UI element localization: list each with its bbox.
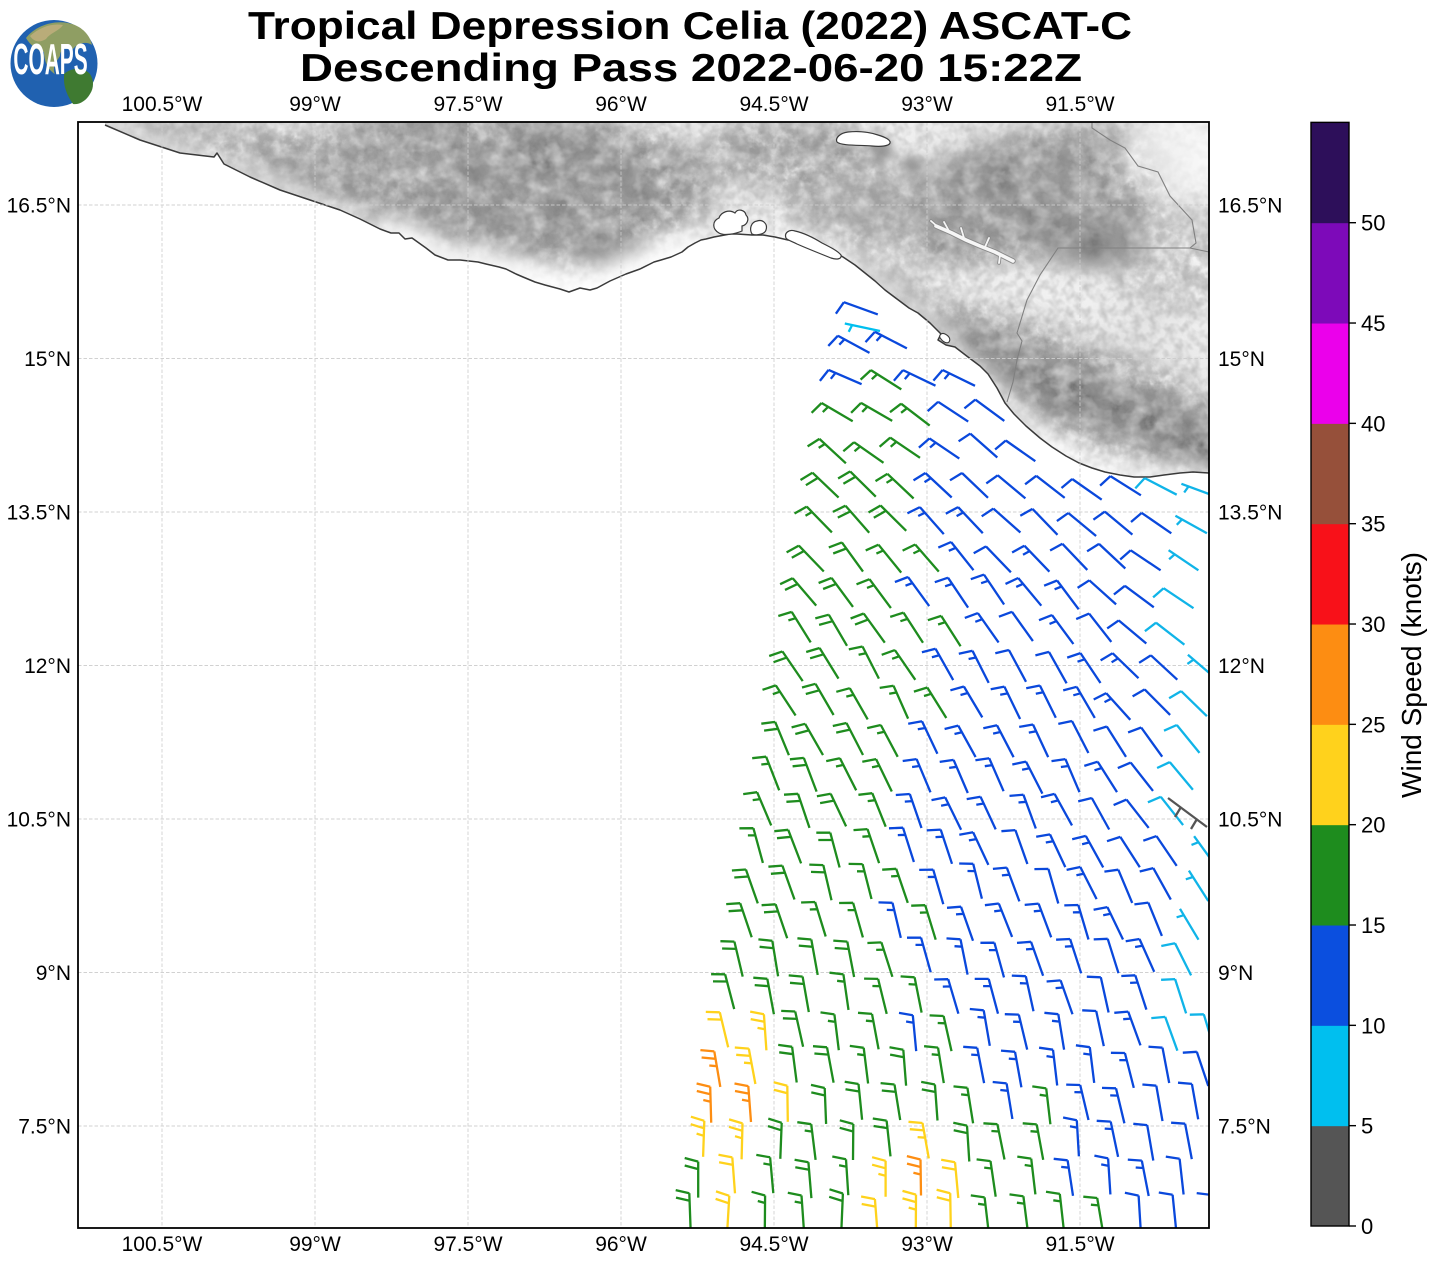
svg-text:12°N: 12°N: [1218, 655, 1265, 678]
svg-text:99°W: 99°W: [289, 93, 341, 116]
svg-text:15°N: 15°N: [1218, 348, 1265, 371]
svg-text:40: 40: [1361, 411, 1385, 436]
svg-text:9°N: 9°N: [1218, 962, 1253, 985]
svg-text:15: 15: [1361, 913, 1385, 938]
svg-text:COAPS: COAPS: [13, 35, 87, 84]
svg-text:5: 5: [1361, 1114, 1373, 1139]
svg-text:35: 35: [1361, 512, 1385, 537]
svg-text:30: 30: [1361, 612, 1385, 637]
svg-text:93°W: 93°W: [901, 93, 953, 116]
svg-text:13.5°N: 13.5°N: [7, 502, 71, 525]
svg-text:10: 10: [1361, 1013, 1385, 1038]
svg-text:Descending Pass 2022-06-20 15:: Descending Pass 2022-06-20 15:22Z: [300, 47, 1082, 90]
svg-text:15°N: 15°N: [24, 348, 71, 371]
svg-text:10.5°N: 10.5°N: [1218, 809, 1282, 832]
svg-text:96°W: 96°W: [595, 1233, 647, 1256]
svg-text:20: 20: [1361, 813, 1385, 838]
svg-text:91.5°W: 91.5°W: [1045, 93, 1114, 116]
svg-text:16.5°N: 16.5°N: [1218, 195, 1282, 218]
svg-text:7.5°N: 7.5°N: [18, 1116, 71, 1139]
svg-text:100.5°W: 100.5°W: [122, 93, 203, 116]
svg-text:7.5°N: 7.5°N: [1218, 1116, 1271, 1139]
svg-text:25: 25: [1361, 712, 1385, 737]
svg-text:45: 45: [1361, 311, 1385, 336]
svg-text:10.5°N: 10.5°N: [7, 809, 71, 832]
svg-text:16.5°N: 16.5°N: [7, 195, 71, 218]
svg-text:Tropical Depression Celia (202: Tropical Depression Celia (2022) ASCAT-C: [248, 5, 1132, 48]
svg-text:93°W: 93°W: [901, 1233, 953, 1256]
svg-text:96°W: 96°W: [595, 93, 647, 116]
svg-text:100.5°W: 100.5°W: [122, 1233, 203, 1256]
svg-text:91.5°W: 91.5°W: [1045, 1233, 1114, 1256]
svg-text:9°N: 9°N: [36, 962, 71, 985]
svg-text:0: 0: [1361, 1214, 1373, 1239]
svg-text:97.5°W: 97.5°W: [433, 93, 502, 116]
svg-text:50: 50: [1361, 211, 1385, 236]
svg-text:94.5°W: 94.5°W: [739, 93, 808, 116]
svg-text:13.5°N: 13.5°N: [1218, 502, 1282, 525]
svg-text:94.5°W: 94.5°W: [739, 1233, 808, 1256]
svg-text:97.5°W: 97.5°W: [433, 1233, 502, 1256]
svg-text:12°N: 12°N: [24, 655, 71, 678]
svg-text:99°W: 99°W: [289, 1233, 341, 1256]
svg-text:Wind Speed (knots): Wind Speed (knots): [1396, 552, 1427, 798]
